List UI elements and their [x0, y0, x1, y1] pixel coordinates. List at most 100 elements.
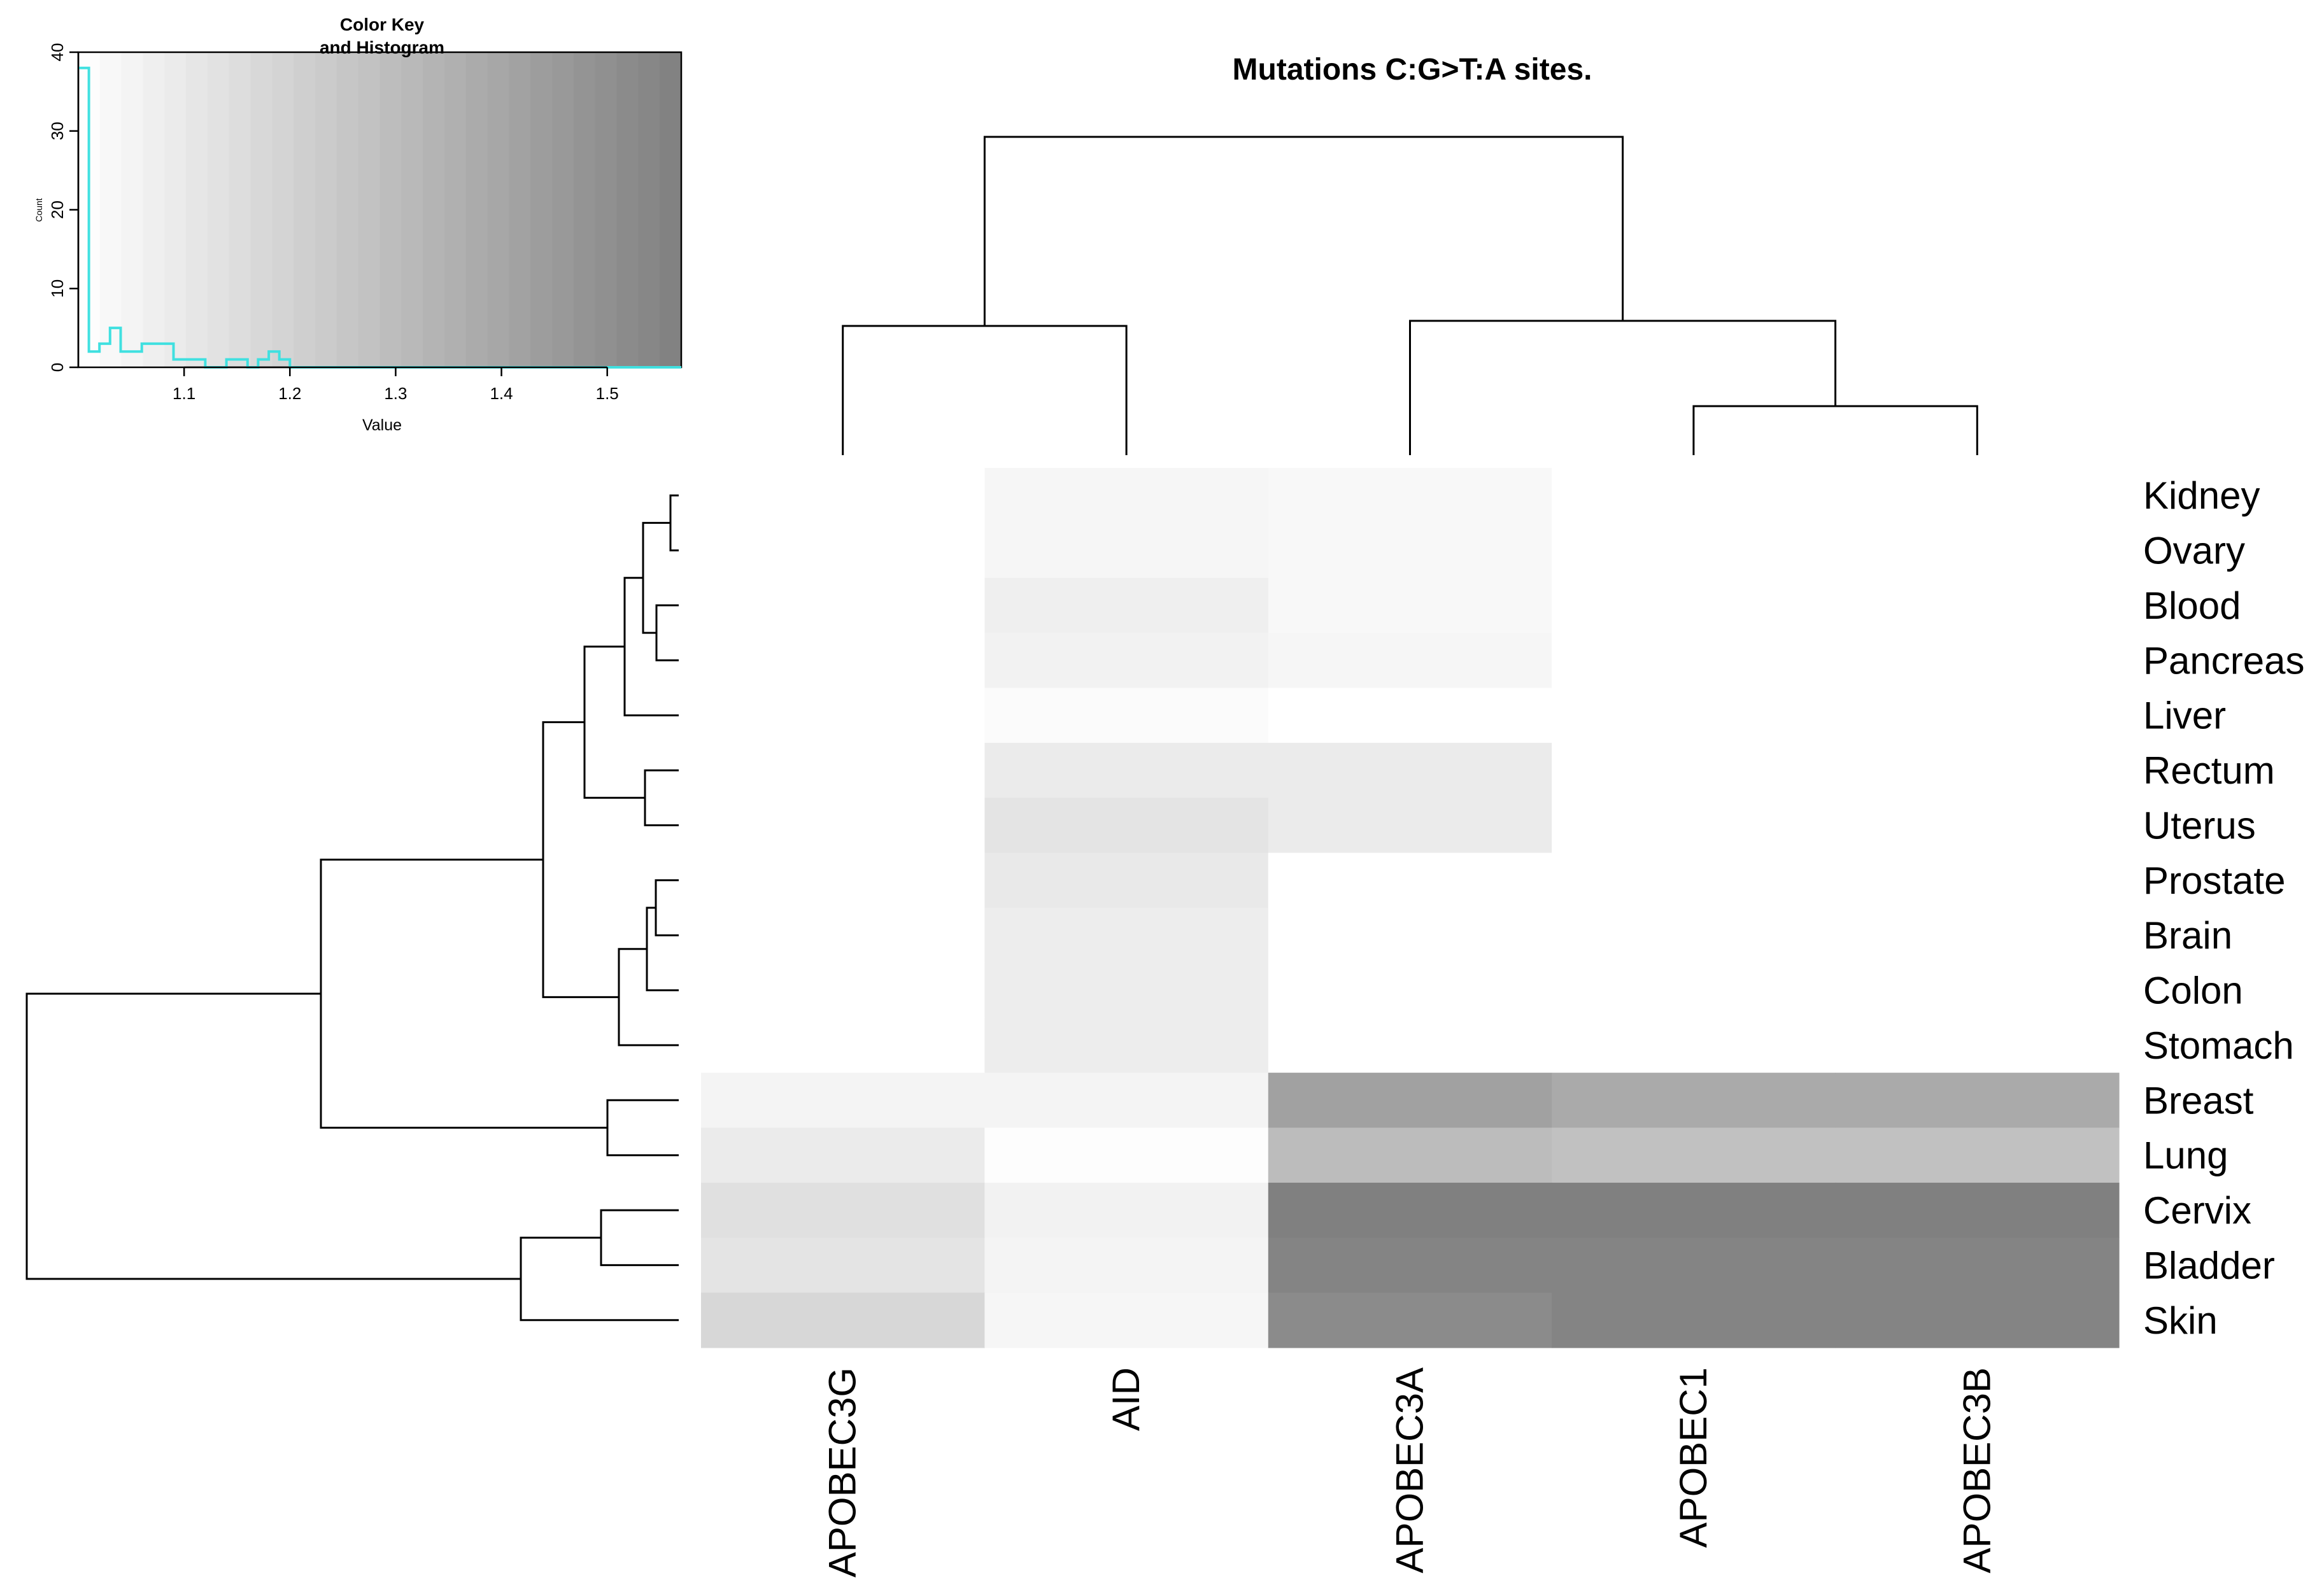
color-key-band [186, 52, 208, 367]
heatmap-cell-breast-aid [984, 1073, 1269, 1129]
column-dendrogram [842, 136, 1978, 455]
heatmap-cell-bladder-aid [984, 1238, 1269, 1294]
heatmap-cell-uterus-apobec3b [1835, 798, 2120, 854]
color-key-band [423, 52, 445, 367]
color-key-band [573, 52, 596, 367]
heatmap-cells [701, 468, 2120, 1348]
heatmap-cell-brain-apobec3b [1835, 908, 2120, 963]
color-key-band [272, 52, 294, 367]
heatmap-cell-pancreas-aid [984, 633, 1269, 689]
color-key-band [595, 52, 618, 367]
color-key-x-tick-label: 1.3 [384, 384, 407, 403]
color-key-y-tick-label: 20 [48, 201, 67, 219]
row-label-bladder: Bladder [2143, 1244, 2275, 1287]
heatmap-cell-kidney-apobec3a [1268, 468, 1552, 523]
heatmap-cell-blood-apobec1 [1552, 577, 1836, 633]
heatmap-cell-pancreas-apobec3g [701, 633, 985, 689]
heatmap-cell-stomach-apobec1 [1552, 1017, 1836, 1073]
row-dendrogram-root [25, 992, 521, 1280]
heatmap-cell-pancreas-apobec1 [1552, 633, 1836, 689]
color-key-band [143, 52, 166, 367]
row-label-liver: Liver [2143, 695, 2226, 737]
color-key-band [99, 52, 122, 367]
heatmap-cell-rectum-apobec3a [1268, 742, 1552, 798]
heatmap-cell-skin-apobec3a [1268, 1292, 1552, 1348]
row-label-skin: Skin [2143, 1299, 2218, 1342]
color-key-x-ticks: 1.1 1.2 1.3 1.4 1.5 [173, 366, 619, 403]
heatmap-cell-kidney-aid [984, 468, 1269, 523]
heatmap-cell-brain-apobec3g [701, 908, 985, 963]
heatmap-cell-uterus-aid [984, 798, 1269, 854]
row-label-pancreas: Pancreas [2143, 639, 2304, 682]
heatmap-cell-brain-aid [984, 908, 1269, 963]
heatmap-cell-skin-apobec1 [1552, 1292, 1836, 1348]
heatmap-cell-kidney-apobec3g [701, 468, 985, 523]
color-key-x-tick-label: 1.2 [278, 384, 301, 403]
heatmap-cell-uterus-apobec1 [1552, 798, 1836, 854]
heatmap-cell-kidney-apobec1 [1552, 468, 1836, 523]
row-label-colon: Colon [2143, 970, 2243, 1012]
heatmap-cell-rectum-apobec1 [1552, 742, 1836, 798]
heatmap-cell-cervix-apobec3b [1835, 1182, 2120, 1238]
heatmap-cell-ovary-apobec3b [1835, 523, 2120, 579]
heatmap-cell-lung-apobec1 [1552, 1127, 1836, 1183]
column-label-apobec3a: APOBEC3A [1389, 1367, 1431, 1573]
heatmap-cell-rectum-apobec3b [1835, 742, 2120, 798]
column-label-aid: AID [1105, 1367, 1147, 1431]
heatmap-cell-bladder-apobec3g [701, 1238, 985, 1294]
heatmap-cell-colon-apobec3g [701, 963, 985, 1019]
row-label-prostate: Prostate [2143, 859, 2285, 902]
heatmap-cell-ovary-apobec3a [1268, 523, 1552, 579]
row-label-uterus: Uterus [2143, 804, 2256, 847]
column-label-apobec1: APOBEC1 [1672, 1367, 1715, 1548]
row-label-rectum: Rectum [2143, 749, 2275, 792]
row-label-cervix: Cervix [2143, 1189, 2251, 1232]
heatmap-cell-blood-apobec3b [1835, 577, 2120, 633]
heatmap-cell-lung-aid [984, 1127, 1269, 1183]
heatmap-cell-lung-apobec3b [1835, 1127, 2120, 1183]
heatmap-cell-breast-apobec3b [1835, 1073, 2120, 1129]
row-label-blood: Blood [2143, 584, 2241, 627]
heatmap-cell-liver-apobec3g [701, 688, 985, 744]
row-label-kidney: Kidney [2143, 474, 2260, 517]
color-key-band [315, 52, 337, 367]
color-key-histogram [78, 66, 681, 369]
color-key-y-ticks: 0 10 20 30 40 [48, 43, 80, 372]
heatmap-cell-kidney-apobec3b [1835, 468, 2120, 523]
heatmap-cell-uterus-apobec3a [1268, 798, 1552, 854]
color-key-band [336, 52, 359, 367]
color-key-y-tick-label: 30 [48, 122, 67, 140]
heatmap-cell-lung-apobec3g [701, 1127, 985, 1183]
color-key-band [379, 52, 402, 367]
chart-title: Mutations C:G>T:A sites. [1233, 53, 1592, 87]
color-key-band [552, 52, 574, 367]
heatmap-cell-stomach-aid [984, 1017, 1269, 1073]
row-labels: Kidney Ovary Blood Pancreas Liver Rectum Uteru… [2143, 474, 2304, 1342]
color-key-band [638, 52, 660, 367]
heatmap-cell-cervix-apobec3a [1268, 1182, 1552, 1238]
column-labels: APOBEC3G AID APOBEC3A APOBEC1 APOBEC3B [821, 1367, 1999, 1577]
color-key-band [294, 52, 316, 367]
color-key-band [164, 52, 187, 367]
row-label-lung: Lung [2143, 1134, 2228, 1177]
heatmap-cell-rectum-aid [984, 742, 1269, 798]
heatmap-cell-brain-apobec1 [1552, 908, 1836, 963]
heatmap-cell-breast-apobec1 [1552, 1073, 1836, 1129]
column-label-apobec3g: APOBEC3G [821, 1367, 864, 1577]
heatmap-cell-stomach-apobec3a [1268, 1017, 1552, 1073]
color-key-band [229, 52, 252, 367]
color-key-y-label: Count [34, 198, 44, 222]
heatmap-cell-prostate-apobec3b [1835, 852, 2120, 908]
color-key-x-label: Value [362, 416, 402, 434]
heatmap-cell-liver-apobec3a [1268, 688, 1552, 744]
heatmap-cell-skin-apobec3g [701, 1292, 985, 1348]
color-key-x-tick-label: 1.4 [490, 384, 513, 403]
heatmap-cell-ovary-aid [984, 523, 1269, 579]
row-dendrogram [25, 494, 679, 1322]
heatmap-cell-cervix-apobec1 [1552, 1182, 1836, 1238]
heatmap-cell-blood-apobec3g [701, 577, 985, 633]
heatmap-cell-pancreas-apobec3a [1268, 633, 1552, 689]
heatmap-cell-stomach-apobec3g [701, 1017, 985, 1073]
color-key-band [401, 52, 423, 367]
